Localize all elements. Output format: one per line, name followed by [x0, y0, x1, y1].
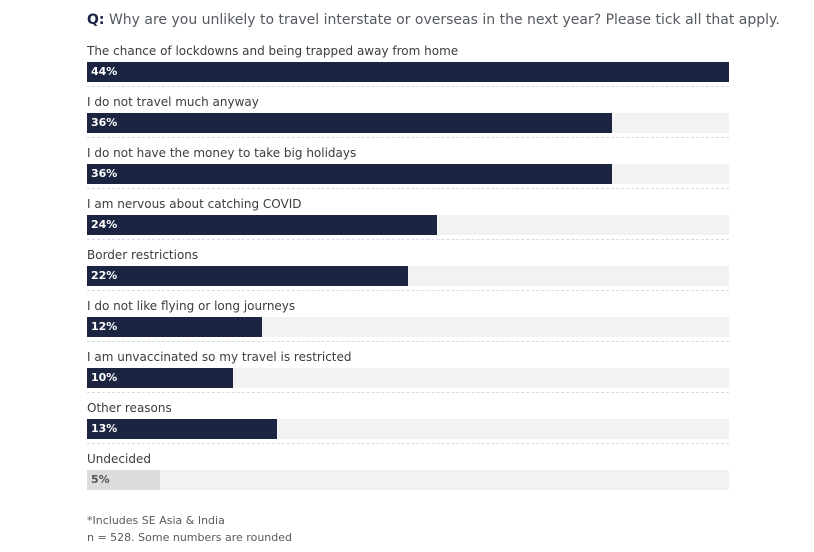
bar-row: I am nervous about catching COVID 24% — [87, 196, 729, 247]
bar: 10% — [87, 368, 233, 388]
bar-row: I do not have the money to take big holi… — [87, 145, 729, 196]
row-separator — [87, 137, 729, 138]
question-prefix: Q: — [87, 12, 105, 28]
bar-row: Undecided 5% — [87, 451, 729, 502]
bar-row: I do not travel much anyway 36% — [87, 94, 729, 145]
bar: 22% — [87, 266, 408, 286]
bar-track: 12% — [87, 317, 729, 337]
bar-row: Other reasons 13% — [87, 400, 729, 451]
bar-category-label: I do not travel much anyway — [87, 95, 259, 109]
bar-value-label: 22% — [91, 269, 118, 282]
row-separator — [87, 239, 729, 240]
bar-row: Border restrictions 22% — [87, 247, 729, 298]
row-separator — [87, 443, 729, 444]
bar-track: 44% — [87, 62, 729, 82]
bar-track: 24% — [87, 215, 729, 235]
bar: 44% — [87, 62, 729, 82]
footnote-includes: *Includes SE Asia & India — [87, 514, 225, 527]
bar: 12% — [87, 317, 262, 337]
question-text: Why are you unlikely to travel interstat… — [108, 12, 780, 28]
bar-track: 10% — [87, 368, 729, 388]
bar: 5% — [87, 470, 160, 490]
bar-track: 36% — [87, 164, 729, 184]
row-separator — [87, 86, 729, 87]
bar-track: 22% — [87, 266, 729, 286]
bar-category-label: I do not like flying or long journeys — [87, 299, 296, 313]
bar-track: 36% — [87, 113, 729, 133]
row-separator — [87, 392, 729, 393]
bar-category-label: I do not have the money to take big holi… — [87, 146, 357, 160]
bar-value-label: 36% — [91, 167, 118, 180]
row-separator — [87, 290, 729, 291]
bar: 36% — [87, 113, 612, 133]
bar-category-label: Undecided — [87, 452, 151, 466]
bar-value-label: 10% — [91, 371, 118, 384]
bar-value-label: 13% — [91, 422, 118, 435]
bar-row: The chance of lockdowns and being trappe… — [87, 43, 729, 94]
row-separator — [87, 188, 729, 189]
bar-value-label: 24% — [91, 218, 118, 231]
bar: 24% — [87, 215, 437, 235]
bar: 13% — [87, 419, 277, 439]
bar-value-label: 12% — [91, 320, 118, 333]
bar-category-label: Border restrictions — [87, 248, 199, 262]
bar-value-label: 44% — [91, 65, 118, 78]
bar-category-label: I am nervous about catching COVID — [87, 197, 302, 211]
footnotes: *Includes SE Asia & India n = 528. Some … — [87, 512, 292, 546]
bar-row: I am unvaccinated so my travel is restri… — [87, 349, 729, 400]
bar-value-label: 36% — [91, 116, 118, 129]
bar-category-label: The chance of lockdowns and being trappe… — [87, 44, 459, 58]
bar-category-label: I am unvaccinated so my travel is restri… — [87, 350, 352, 364]
row-separator — [87, 341, 729, 342]
bar-row: I do not like flying or long journeys 12% — [87, 298, 729, 349]
bar-track: 5% — [87, 470, 729, 490]
footnote-sample: n = 528. Some numbers are rounded — [87, 531, 292, 544]
question-title: Q: Why are you unlikely to travel inters… — [87, 11, 807, 29]
bar-value-label: 5% — [91, 473, 110, 486]
bar: 36% — [87, 164, 612, 184]
bar-category-label: Other reasons — [87, 401, 172, 415]
bar-track: 13% — [87, 419, 729, 439]
